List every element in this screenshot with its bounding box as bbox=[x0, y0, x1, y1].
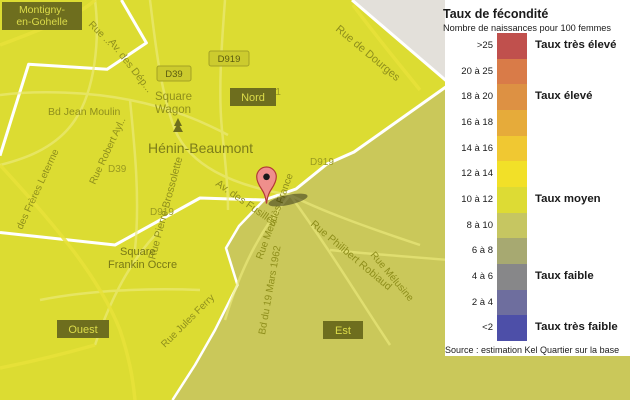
svg-text:Wagon: Wagon bbox=[155, 104, 191, 116]
svg-text:D39: D39 bbox=[108, 164, 127, 175]
svg-text:Ouest: Ouest bbox=[68, 324, 97, 336]
svg-text:D919: D919 bbox=[218, 54, 241, 65]
svg-text:Square: Square bbox=[155, 91, 192, 103]
svg-text:Frankin Occre: Frankin Occre bbox=[108, 259, 177, 271]
svg-text:D39: D39 bbox=[165, 69, 182, 80]
svg-text:Montigny-: Montigny- bbox=[19, 4, 66, 16]
svg-text:Bd Jean Moulin: Bd Jean Moulin bbox=[48, 106, 121, 118]
svg-text:en-Gohelle: en-Gohelle bbox=[16, 16, 68, 28]
svg-text:Square: Square bbox=[120, 246, 155, 258]
svg-text:Nord: Nord bbox=[241, 92, 265, 104]
svg-text:Hénin-Beaumont: Hénin-Beaumont bbox=[148, 140, 253, 156]
svg-text:Est: Est bbox=[335, 325, 351, 337]
svg-text:D919: D919 bbox=[310, 157, 334, 168]
